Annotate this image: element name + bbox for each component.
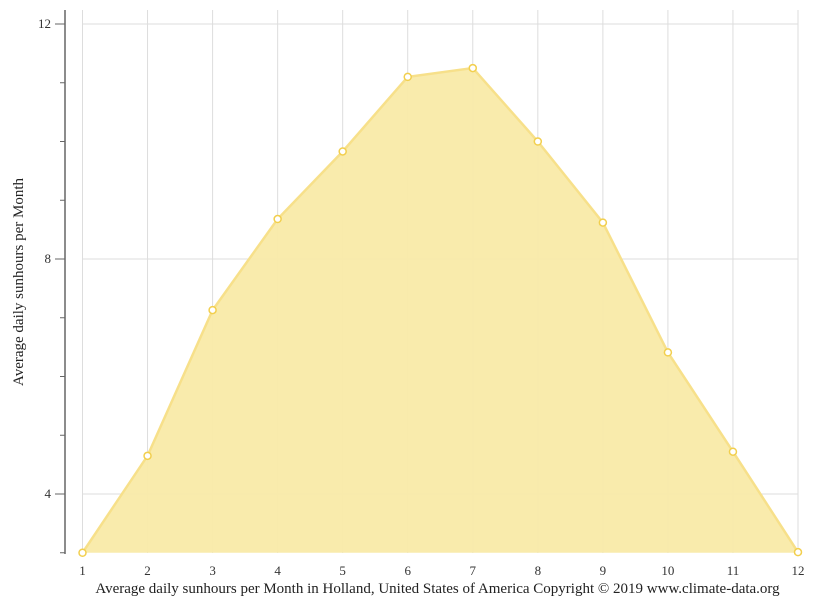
data-point-marker	[663, 348, 673, 357]
sunhours-line	[81, 66, 800, 554]
data-point-marker	[273, 214, 282, 224]
x-tick-label: 4	[274, 563, 281, 578]
data-point-marker	[793, 547, 803, 557]
data-point-marker	[728, 447, 738, 456]
x-tick-label: 10	[661, 563, 674, 578]
chart-caption: Average daily sunhours per Month in Holl…	[0, 581, 815, 598]
y-tick-label: 12	[38, 16, 51, 31]
data-point-marker	[598, 218, 608, 227]
y-axis: 4 8 12	[38, 10, 66, 554]
data-point-marker	[338, 147, 347, 156]
x-tick-label: 9	[600, 563, 607, 578]
x-tick-label: 11	[727, 563, 740, 578]
x-axis: 1 2 3 4 5 6 7 8 9 10 11 12	[79, 563, 804, 578]
data-point-marker	[78, 548, 87, 557]
y-axis-title: Average daily sunhours per Month	[11, 178, 27, 387]
x-tick-label: 3	[209, 563, 216, 578]
data-point-marker	[533, 137, 543, 146]
data-markers	[78, 63, 803, 557]
data-point-marker	[403, 72, 412, 82]
caption-text: Average daily sunhours per Month in Holl…	[95, 581, 780, 597]
y-tick-label: 4	[45, 486, 52, 501]
data-point-marker	[208, 305, 217, 315]
data-point-marker	[143, 451, 152, 461]
x-tick-label: 7	[470, 563, 477, 578]
sunhours-area	[82, 68, 798, 553]
data-point-marker	[468, 63, 478, 73]
x-tick-label: 8	[535, 563, 542, 578]
x-tick-label: 6	[404, 563, 411, 578]
y-tick-label: 8	[45, 251, 52, 266]
x-tick-label: 12	[792, 563, 805, 578]
x-tick-label: 1	[79, 563, 86, 578]
x-tick-label: 5	[339, 563, 346, 578]
x-tick-label: 2	[144, 563, 151, 578]
